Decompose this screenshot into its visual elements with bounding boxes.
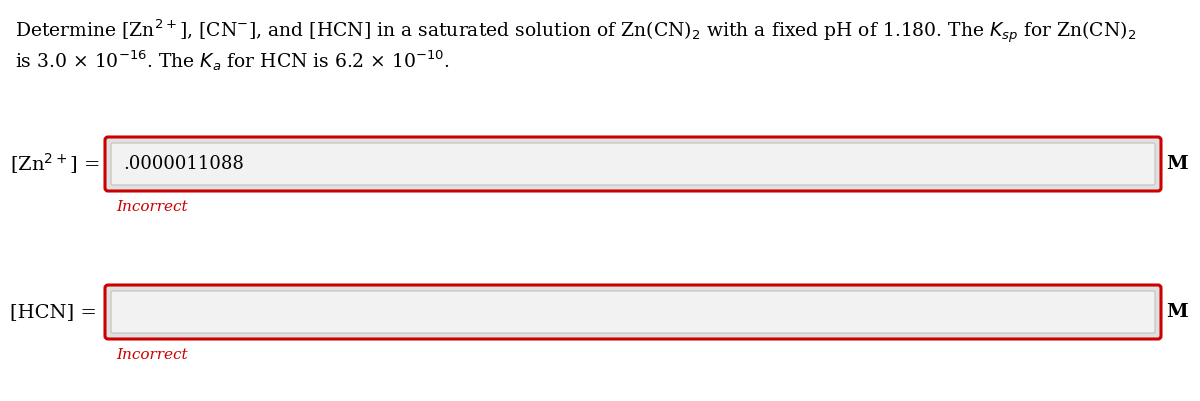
- Text: M: M: [1166, 155, 1188, 173]
- Text: [HCN] =: [HCN] =: [10, 303, 97, 321]
- Text: is 3.0 × 10$^{-16}$. The $K_a$ for HCN is 6.2 × 10$^{-10}$.: is 3.0 × 10$^{-16}$. The $K_a$ for HCN i…: [14, 48, 450, 73]
- FancyBboxPatch shape: [112, 143, 1154, 185]
- FancyBboxPatch shape: [106, 137, 1162, 191]
- FancyBboxPatch shape: [112, 291, 1154, 333]
- Text: .0000011088: .0000011088: [124, 155, 244, 173]
- Text: Incorrect: Incorrect: [116, 200, 187, 214]
- Text: M: M: [1166, 303, 1188, 321]
- Text: Incorrect: Incorrect: [116, 348, 187, 362]
- Text: [Zn$^{2+}$] =: [Zn$^{2+}$] =: [10, 152, 100, 176]
- FancyBboxPatch shape: [106, 285, 1162, 339]
- Text: Determine [Zn$^{2+}$], [CN$^{-}$], and [HCN] in a saturated solution of Zn(CN)$_: Determine [Zn$^{2+}$], [CN$^{-}$], and […: [14, 18, 1136, 46]
